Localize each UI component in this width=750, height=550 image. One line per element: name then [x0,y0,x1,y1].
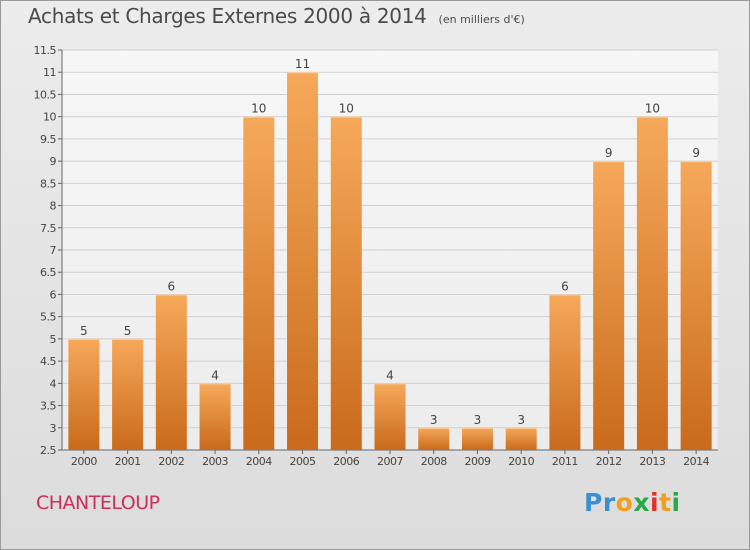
x-tick-label: 2008 [421,455,447,468]
x-tick-label: 2004 [246,455,272,468]
bar [505,427,537,450]
y-tick-label: 5.5 [40,311,56,324]
x-tick-label: 2003 [202,455,228,468]
logo-letter: o [615,488,634,517]
data-label: 6 [561,279,569,293]
x-tick-label: 2005 [290,455,316,468]
data-label: 3 [474,413,482,427]
bar [418,427,450,450]
logo-letter: t [659,488,672,517]
y-tick-label: 7.5 [40,222,56,235]
data-label: 10 [251,102,266,116]
chart-subtitle: (en milliers d'€) [438,13,525,26]
data-label: 5 [80,324,88,338]
data-label: 6 [168,279,176,293]
bar [461,427,493,450]
logo-letter: i [650,488,660,517]
data-label: 4 [386,368,394,382]
data-label: 3 [430,413,438,427]
bar [112,338,144,450]
bar [374,383,406,450]
x-tick-label: 2012 [596,455,622,468]
chart-header: Achats et Charges Externes 2000 à 2014 (e… [28,4,525,28]
y-tick-label: 3.5 [40,400,56,413]
x-tick-label: 2011 [552,455,578,468]
data-label: 10 [645,102,660,116]
x-tick-label: 2006 [333,455,359,468]
logo-letter: r [602,488,616,517]
x-tick-label: 2013 [639,455,665,468]
y-tick-label: 6.5 [40,266,56,279]
proxiti-logo: Proxiti [584,488,681,517]
x-tick-label: 2009 [464,455,490,468]
y-tick-label: 7 [50,244,57,257]
y-tick-label: 9 [50,155,57,168]
y-tick-label: 10 [43,111,56,124]
y-tick-label: 4.5 [40,355,56,368]
data-label: 4 [211,368,219,382]
bar [155,294,187,450]
y-tick-label: 2.5 [40,444,56,457]
bar [243,116,275,451]
data-label: 11 [295,57,310,71]
bar [287,72,319,450]
y-tick-label: 11.5 [34,44,57,57]
bar [593,161,625,450]
x-tick-label: 2001 [115,455,141,468]
x-tick-label: 2002 [158,455,184,468]
y-tick-label: 5 [50,333,57,346]
chart-title: Achats et Charges Externes 2000 à 2014 [28,4,427,28]
y-tick-label: 10.5 [34,88,57,101]
logo-letter: P [584,488,603,517]
logo-letter: x [633,488,650,517]
y-tick-label: 3 [50,422,57,435]
y-tick-label: 8.5 [40,177,56,190]
data-label: 9 [605,146,613,160]
y-tick-label: 9.5 [40,133,56,146]
y-tick-label: 6 [50,288,57,301]
data-label: 3 [517,413,525,427]
y-tick-label: 8 [50,200,57,213]
x-tick-label: 2007 [377,455,403,468]
bar [549,294,581,450]
place-name: CHANTELOUP [36,492,160,514]
bar [680,161,712,450]
x-tick-label: 2014 [683,455,709,468]
x-tick-label: 2010 [508,455,534,468]
data-label: 9 [692,146,700,160]
data-label: 5 [124,324,132,338]
logo-letter: i [671,488,681,517]
bar [68,338,100,450]
bar [199,383,231,450]
bar [636,116,668,451]
y-tick-label: 4 [50,377,57,390]
data-label: 10 [339,102,354,116]
x-tick-label: 2000 [71,455,97,468]
bar [330,116,362,451]
y-tick-label: 11 [43,66,56,79]
